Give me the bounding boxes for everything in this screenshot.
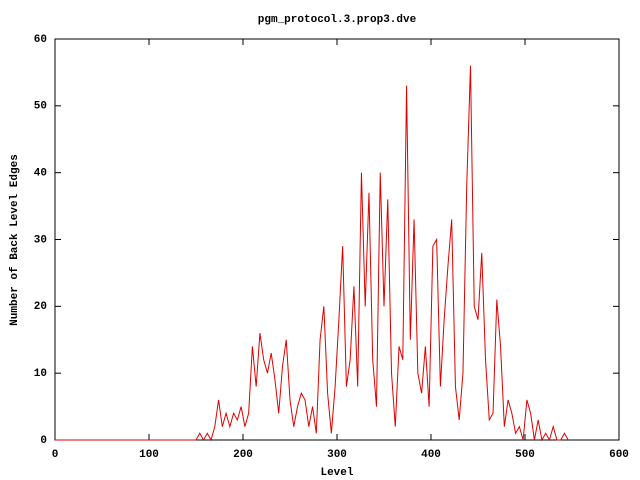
- data-line: [55, 65, 569, 442]
- x-tick-label: 100: [139, 449, 159, 461]
- x-tick-label: 500: [515, 449, 535, 461]
- y-tick-label: 0: [40, 435, 47, 447]
- y-tick-label: 40: [34, 168, 47, 180]
- x-tick-label: 200: [233, 449, 253, 461]
- y-tick-label: 20: [34, 301, 47, 313]
- chart-title: pgm_protocol.3.prop3.dve: [258, 14, 417, 26]
- plot-border: [54, 38, 620, 441]
- x-tick-label: 400: [421, 449, 441, 461]
- x-tick-label: 600: [609, 449, 629, 461]
- y-axis-label: Number of Back Level Edges: [9, 154, 21, 326]
- y-tick-label: 60: [34, 34, 47, 46]
- x-tick-label: 0: [52, 449, 59, 461]
- y-tick-label: 10: [34, 368, 47, 380]
- y-tick-label: 50: [34, 101, 47, 113]
- x-tick-label: 300: [327, 449, 347, 461]
- y-tick-label: 30: [34, 234, 47, 246]
- x-axis-label: Level: [320, 467, 353, 479]
